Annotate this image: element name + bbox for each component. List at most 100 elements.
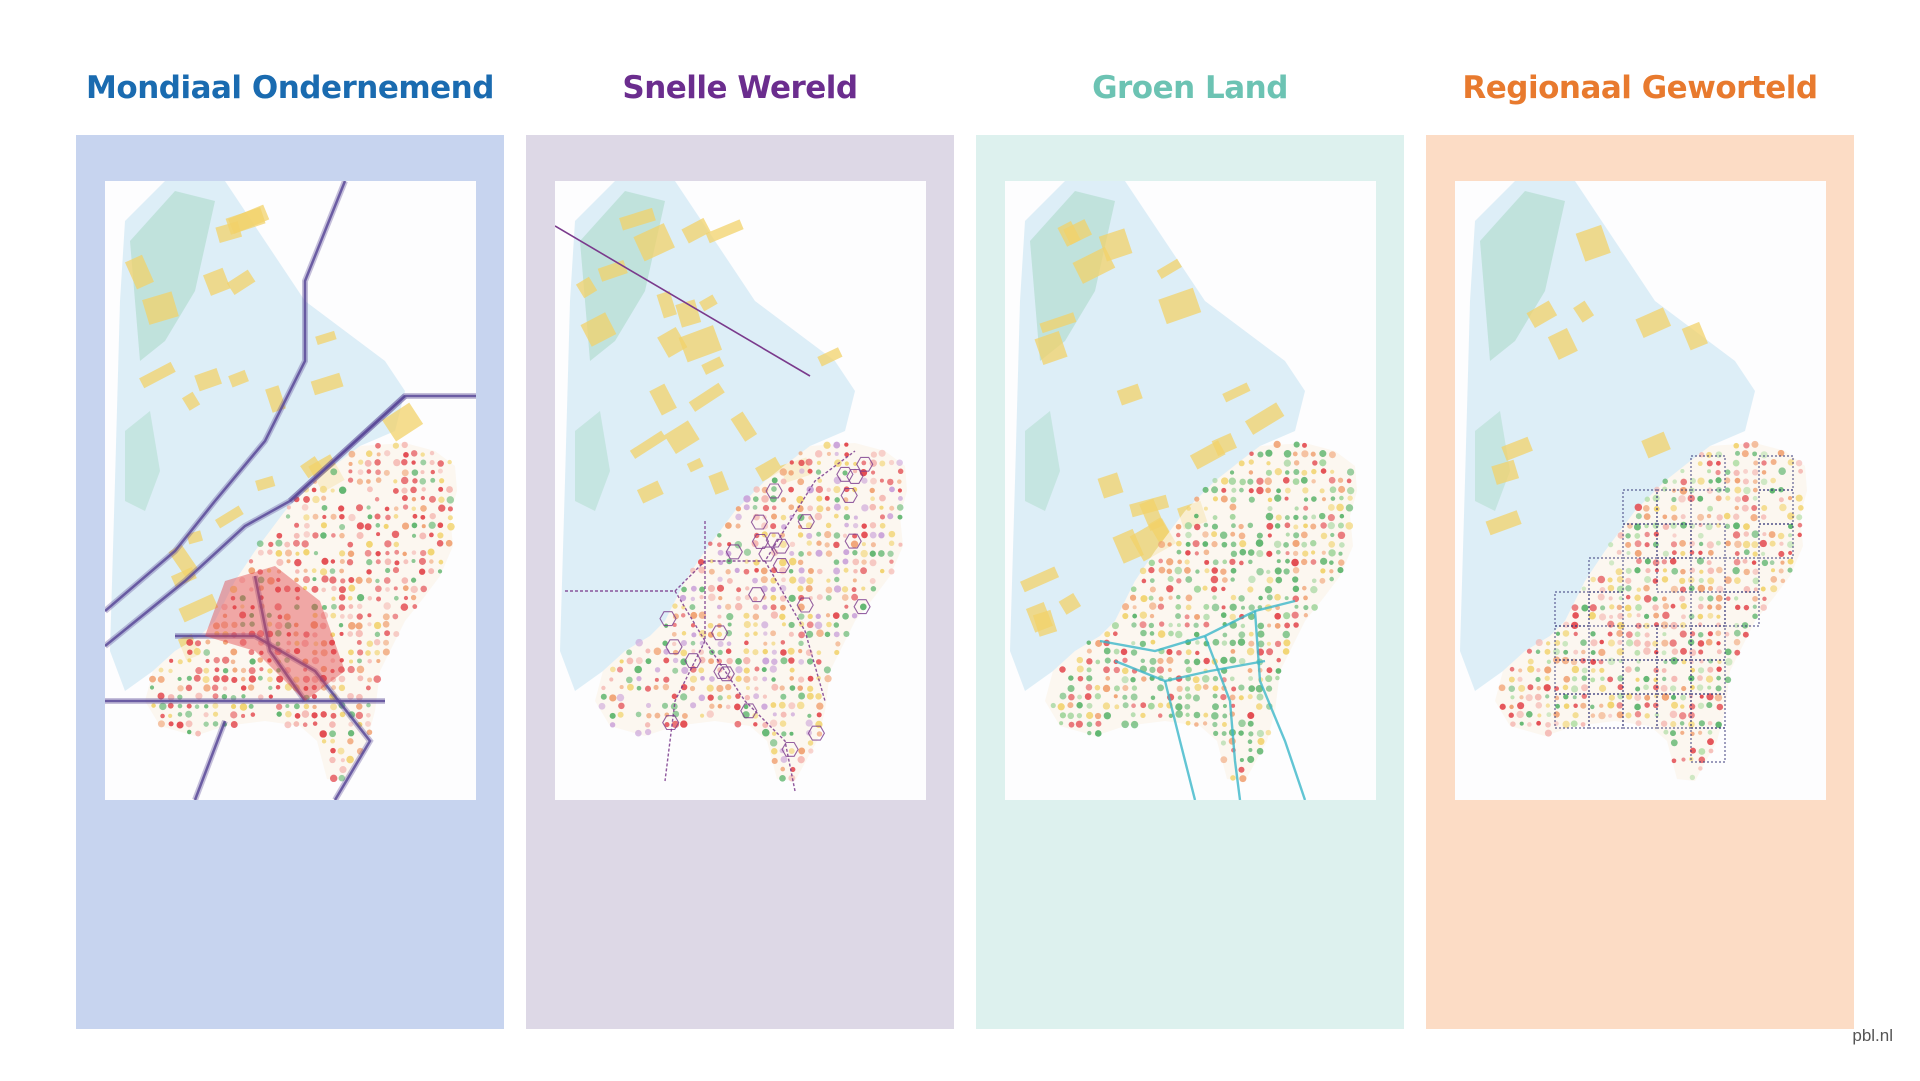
land-use-dot [815,693,822,700]
land-use-dot [734,703,741,711]
land-use-dot [1697,477,1705,485]
land-use-dot [248,559,254,564]
land-use-dot [1265,512,1274,521]
land-use-dot [1303,613,1309,618]
land-use-dot [1732,566,1740,575]
land-use-dot [1715,594,1723,602]
land-use-dot [842,470,848,476]
land-use-dot [1284,622,1291,629]
land-use-dot [896,459,903,466]
land-use-dot [771,747,778,755]
land-use-dot [1211,712,1219,720]
land-use-dot [727,542,732,547]
land-use-dot [1662,550,1669,557]
land-use-dot [338,586,346,594]
land-use-dot [1293,441,1300,448]
land-use-dot [770,604,777,611]
land-use-dot [663,657,670,664]
hex-node [659,611,677,627]
land-use-dot [1660,684,1668,692]
land-use-dot [1149,602,1157,610]
land-use-dot [376,532,381,537]
land-use-dot [1653,684,1659,691]
land-use-dot [1752,551,1758,557]
land-use-dot [303,586,308,591]
land-use-dot [1770,576,1778,583]
land-use-dot [420,470,425,475]
land-use-dot [346,755,354,764]
land-use-dot [763,641,768,646]
land-use-dot [1230,567,1237,574]
land-use-dot [1085,684,1093,691]
land-use-dot [1122,657,1128,663]
land-use-dot [257,549,264,556]
land-use-dot [833,486,841,494]
land-use-dot [275,629,282,637]
land-use-dot [1327,522,1335,530]
land-use-dot [1140,595,1148,603]
land-use-dot [717,614,722,619]
land-use-dot [690,640,696,646]
land-use-dot [212,702,219,709]
land-use-dot [816,531,822,537]
land-use-dot [357,675,364,682]
land-use-dot [816,495,823,502]
land-use-dot [1338,559,1345,566]
land-use-dot [1680,647,1687,655]
land-use-dot [257,657,264,663]
land-use-dot [159,702,167,711]
land-use-dot [1778,568,1784,574]
land-use-dot [699,640,705,646]
land-use-dot [1697,667,1705,674]
land-use-dot [725,704,731,710]
land-use-dot [1139,567,1147,575]
land-use-dot [1706,451,1712,458]
land-use-dot [1336,503,1344,512]
land-use-dot [1580,657,1586,664]
scenario-title-regionaal-geworteld: Regionaal Geworteld [1462,70,1818,106]
land-use-dot [285,703,290,709]
land-use-dot [1184,622,1190,628]
hex-node [717,666,735,682]
land-use-dot [708,541,713,546]
land-use-dot [294,713,301,719]
land-use-dot [1248,731,1254,737]
land-use-dot [843,549,850,556]
land-use-dot [1346,487,1355,495]
land-use-dot [1139,611,1148,619]
land-use-dot [213,657,220,664]
land-use-dot [1257,451,1264,458]
land-use-dot [1544,648,1551,655]
land-use-dot [889,486,895,493]
land-use-dot [1636,613,1641,618]
land-use-dot [1634,503,1643,512]
land-use-dot [275,539,283,547]
land-use-dot [1157,603,1165,610]
land-use-dot [825,613,831,618]
land-use-dot [321,739,327,744]
land-use-dot [366,540,373,548]
land-use-dot [1330,469,1335,474]
land-use-dot [1652,604,1659,611]
land-use-dot [1742,540,1751,549]
land-use-dot [1724,648,1732,656]
land-use-dot [788,486,794,493]
land-use-dot [311,684,317,691]
land-use-dot [157,692,165,700]
land-use-dot [1581,684,1589,692]
wind-park [1526,300,1558,328]
land-use-dot [1752,595,1758,602]
land-use-dot [833,532,841,539]
land-use-dot [1698,550,1703,555]
land-use-dot [1148,595,1154,601]
land-use-dot [177,676,182,682]
land-use-dot [1103,712,1112,720]
land-use-dot [1778,550,1785,557]
land-use-dot [1221,577,1228,583]
land-use-dot [779,558,787,567]
land-use-dot [348,461,353,466]
land-use-dot [717,695,723,701]
land-use-dot [616,693,625,702]
wind-park [203,267,231,296]
region-border [1588,693,1624,729]
